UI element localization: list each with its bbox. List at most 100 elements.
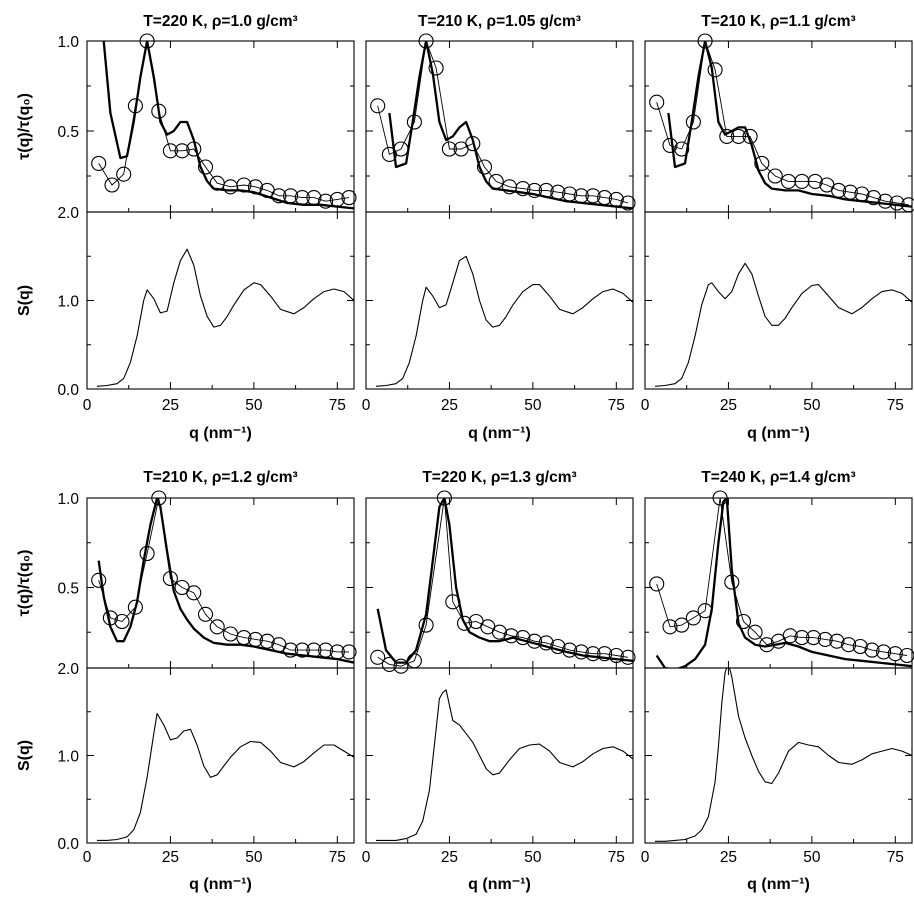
tau-ytick-label: 1.0 [57, 491, 79, 508]
tau-data-point [515, 630, 531, 646]
tau-data-point [151, 103, 167, 119]
tau-data-line [98, 41, 350, 202]
xtick-label: 50 [803, 397, 821, 414]
tau-data-point [735, 613, 752, 630]
tau-data-point [341, 644, 357, 660]
tau-data-point [842, 184, 858, 200]
tau-theory-curve [655, 498, 912, 668]
tau-data-point [697, 603, 713, 619]
sq-curve [375, 255, 633, 387]
tau-data-point [294, 642, 310, 658]
panel-title: T=240 K, ρ=1.4 g/cm³ [701, 469, 855, 486]
panel-title: T=210 K, ρ=1.2 g/cm³ [143, 469, 297, 486]
tau-plot-frame [86, 40, 355, 213]
tau-data-point [271, 188, 287, 204]
tau-data-line [656, 498, 908, 656]
tau-data-point [526, 182, 543, 198]
sq-ytick-label: 2.0 [57, 205, 79, 222]
sq-curve [96, 248, 354, 387]
tau-y-axis-label: τ(q)/τ(q₀) [16, 550, 33, 617]
xtick-label: 75 [887, 849, 904, 866]
sq-ytick-label: 1.0 [57, 294, 79, 311]
x-axis-label: q (nm⁻¹) [189, 425, 252, 442]
sq-y-axis-label: S(q) [16, 285, 33, 316]
tau-data-point [318, 642, 334, 658]
sq-plot-frame [86, 211, 355, 390]
tau-data-point [747, 624, 763, 640]
tau-data-point [685, 114, 701, 130]
tau-data-point [186, 141, 202, 157]
tau-data-line [377, 498, 629, 667]
panel-5: T=220 K, ρ=1.3 g/cm³ 0 25 50 75 q (nm⁻¹) [362, 469, 636, 893]
tau-data-point [649, 94, 665, 110]
panel-title: T=220 K, ρ=1.3 g/cm³ [422, 469, 576, 486]
tau-data-point [283, 642, 299, 658]
tau-data-point [538, 635, 554, 651]
tau-data-point [608, 647, 624, 664]
tau-data-point [162, 570, 178, 587]
tau-theory-curve [102, 41, 354, 210]
tau-data-point [456, 615, 473, 631]
tau-data-point [283, 188, 299, 204]
tau-data-point [418, 617, 434, 633]
tau-data-point [767, 168, 783, 184]
tau-data-point [91, 155, 107, 171]
xtick-label: 25 [720, 849, 737, 866]
xtick-label: 75 [329, 397, 346, 414]
tau-plot-frame [86, 497, 355, 669]
xtick-label: 0 [641, 849, 650, 866]
tau-data-point [807, 173, 823, 189]
tau-theory-curve [388, 41, 633, 210]
tau-data-point [418, 33, 434, 49]
tau-data-point [724, 574, 740, 590]
tau-data-point [436, 490, 452, 506]
tau-data-point [782, 628, 798, 644]
tau-data-point [852, 638, 868, 655]
xtick-label: 25 [162, 849, 179, 866]
tau-plot-frame [365, 40, 634, 213]
sq-curve [97, 712, 354, 841]
tau-data-point [197, 606, 214, 622]
x-axis-label: q (nm⁻¹) [468, 876, 531, 893]
tau-data-point [259, 633, 275, 649]
tau-data-point [854, 186, 870, 202]
tau-ytick-label: 0.5 [57, 124, 79, 141]
tau-data-point [406, 653, 422, 669]
tau-data-point [649, 576, 665, 592]
sq-curve [655, 668, 912, 842]
tau-data-point [685, 610, 701, 626]
xtick-label: 75 [329, 849, 346, 866]
tau-data-point [370, 649, 386, 665]
tau-data-point [341, 190, 357, 206]
tau-data-point [503, 628, 519, 644]
tau-data-point [662, 619, 678, 635]
sq-ytick-label: 1.0 [57, 749, 79, 766]
tau-data-point [393, 141, 409, 157]
tau-data-point [104, 177, 120, 193]
panel-2: T=210 K, ρ=1.05 g/cm³ 0 25 50 75 q (nm⁻¹) [362, 13, 636, 442]
tau-data-point [236, 630, 252, 646]
tau-data-point [901, 197, 914, 213]
xtick-label: 50 [803, 849, 821, 866]
tau-data-point [674, 141, 690, 157]
sq-y-axis-label: S(q) [16, 740, 33, 771]
tau-data-point [707, 62, 723, 78]
tau-data-point [562, 642, 578, 658]
tau-data-point [794, 630, 810, 646]
xtick-label: 25 [162, 397, 179, 414]
tau-data-point [139, 33, 155, 49]
tau-plot-frame [644, 497, 913, 669]
tau-data-point [445, 594, 461, 610]
tau-data-point [515, 181, 531, 197]
tau-data-point [719, 128, 735, 144]
tau-y-axis-label: τ(q)/τ(q₀) [16, 93, 33, 160]
tau-data-line [656, 41, 909, 206]
tau-data-point [526, 633, 543, 649]
tau-data-point [247, 179, 264, 195]
xtick-label: 0 [83, 397, 92, 414]
tau-data-point [174, 143, 190, 159]
panel-4: T=210 K, ρ=1.2 g/cm³ 0.5 1.0 0.0 1.0 2.0 0 25 50… [16, 469, 357, 893]
tau-data-point [805, 630, 822, 646]
tau-data-point [562, 186, 578, 202]
tau-data-point [585, 646, 601, 662]
